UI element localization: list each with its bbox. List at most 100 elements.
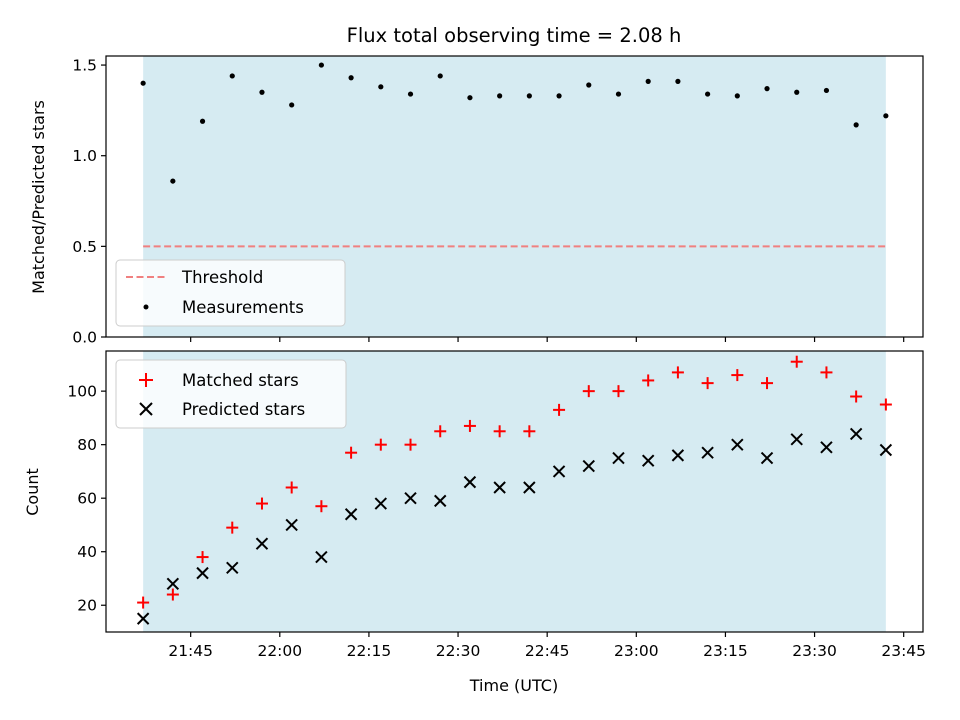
predicted-stars-point <box>849 427 863 441</box>
measurement-point <box>586 82 592 88</box>
matched-stars-point <box>850 390 863 403</box>
predicted-stars-point <box>374 497 388 510</box>
measurement-point <box>705 91 711 97</box>
chart-title: Flux total observing time = 2.08 h <box>347 24 682 47</box>
matched-stars-point <box>166 588 179 601</box>
matched-stars-point <box>137 596 150 609</box>
matched-stars-point <box>196 551 209 564</box>
measurement-point <box>823 87 830 94</box>
legend-measurements-swatch <box>143 304 149 310</box>
predicted-stars-point <box>879 443 893 457</box>
predicted-stars-point <box>404 491 417 505</box>
predicted-stars-point <box>760 451 774 465</box>
matched-stars-point <box>226 521 239 534</box>
measurement-point <box>794 89 800 95</box>
x-tick-label: 23:30 <box>792 642 837 660</box>
legend-threshold-label: Threshold <box>181 268 263 287</box>
measurement-point <box>348 75 354 81</box>
y-tick-label: 100 <box>67 383 97 401</box>
predicted-stars-point <box>731 438 744 451</box>
measurement-point <box>556 93 562 99</box>
matched-stars-point <box>434 425 447 438</box>
measurement-point <box>526 93 532 99</box>
y-tick-label: 0.0 <box>72 329 97 347</box>
measurement-point <box>764 86 770 92</box>
predicted-stars-point <box>612 451 625 465</box>
measurement-point <box>259 89 265 95</box>
y-tick-label: 20 <box>77 597 97 615</box>
count-legend: Matched stars Predicted stars <box>115 359 347 429</box>
x-tick-label: 23:00 <box>614 642 659 660</box>
predicted-stars-point <box>671 449 685 462</box>
measurement-point <box>675 78 681 84</box>
measurement-point <box>199 118 206 124</box>
predicted-stars-point <box>790 433 803 446</box>
y-tick-label: 40 <box>77 543 97 561</box>
predicted-stars-point <box>701 446 714 459</box>
matched-stars-point <box>671 366 684 379</box>
count-panel: 20 40 60 80 100 21:45 22:00 22:15 22:30 22:45 23:… <box>23 350 926 695</box>
y-tick-label: 1.0 <box>72 147 97 165</box>
legend-matched-swatch <box>139 373 153 387</box>
predicted-stars-point <box>493 481 506 494</box>
measurement-point <box>318 62 324 68</box>
predicted-stars-point <box>136 612 150 625</box>
matched-stars-point <box>701 377 714 390</box>
predicted-stars-point <box>820 441 833 454</box>
matched-stars-point <box>879 398 892 411</box>
count-y-axis-label: Count <box>23 468 42 516</box>
measurement-point <box>378 84 384 90</box>
measurement-point <box>289 102 295 108</box>
measurement-point <box>883 113 889 119</box>
legend-predicted-label: Predicted stars <box>182 400 305 419</box>
measurement-point <box>229 73 235 79</box>
matched-stars-point <box>553 403 566 416</box>
matched-stars-point <box>820 366 833 379</box>
predicted-stars-point <box>196 566 209 580</box>
predicted-stars-point <box>582 459 595 473</box>
ratio-panel: 0.0 0.5 1.0 1.5 Matched/Predicted stars Thr… <box>29 55 924 347</box>
legend-predicted-swatch <box>139 402 153 416</box>
predicted-stars-point <box>285 518 298 532</box>
predicted-stars-point <box>166 577 180 591</box>
y-tick-label: 80 <box>77 436 97 454</box>
matched-stars-point <box>255 497 268 510</box>
measurement-point <box>645 78 651 84</box>
matched-stars-point <box>404 438 417 451</box>
ratio-plot-frame <box>105 55 924 338</box>
x-tick-label: 22:00 <box>257 642 302 660</box>
measurement-point <box>437 73 443 79</box>
measurement-point <box>497 93 503 99</box>
matched-stars-point <box>731 369 744 382</box>
x-tick-label: 23:45 <box>881 642 926 660</box>
predicted-stars-point <box>641 454 655 467</box>
measurement-point <box>140 80 146 86</box>
x-tick-label: 22:45 <box>525 642 570 660</box>
predicted-stars-point <box>552 465 566 478</box>
y-tick-label: 1.5 <box>72 57 97 75</box>
predicted-stars-point <box>463 475 477 489</box>
x-tick-label: 21:45 <box>168 642 213 660</box>
matched-stars-point <box>612 385 625 398</box>
predicted-stars-point <box>226 561 239 574</box>
matched-stars-point <box>315 500 328 513</box>
ratio-y-axis-label: Matched/Predicted stars <box>29 100 48 294</box>
matched-stars-point <box>493 425 506 438</box>
matched-stars-point <box>463 419 476 432</box>
x-tick-label: 23:15 <box>703 642 748 660</box>
x-tick-label: 22:30 <box>436 642 481 660</box>
matched-stars-point <box>523 425 536 438</box>
matched-stars-point <box>285 481 298 494</box>
measurement-point <box>853 122 859 128</box>
predicted-stars-point <box>315 550 328 564</box>
y-tick-label: 0.5 <box>72 238 97 256</box>
legend-matched-label: Matched stars <box>182 371 299 390</box>
matched-stars-point <box>761 377 774 390</box>
matched-stars-point <box>374 438 387 451</box>
predicted-stars-point <box>255 537 269 550</box>
measurement-point <box>407 91 414 97</box>
predicted-stars-point <box>344 508 358 521</box>
matched-stars-point <box>790 355 803 368</box>
measurement-point <box>467 95 473 101</box>
